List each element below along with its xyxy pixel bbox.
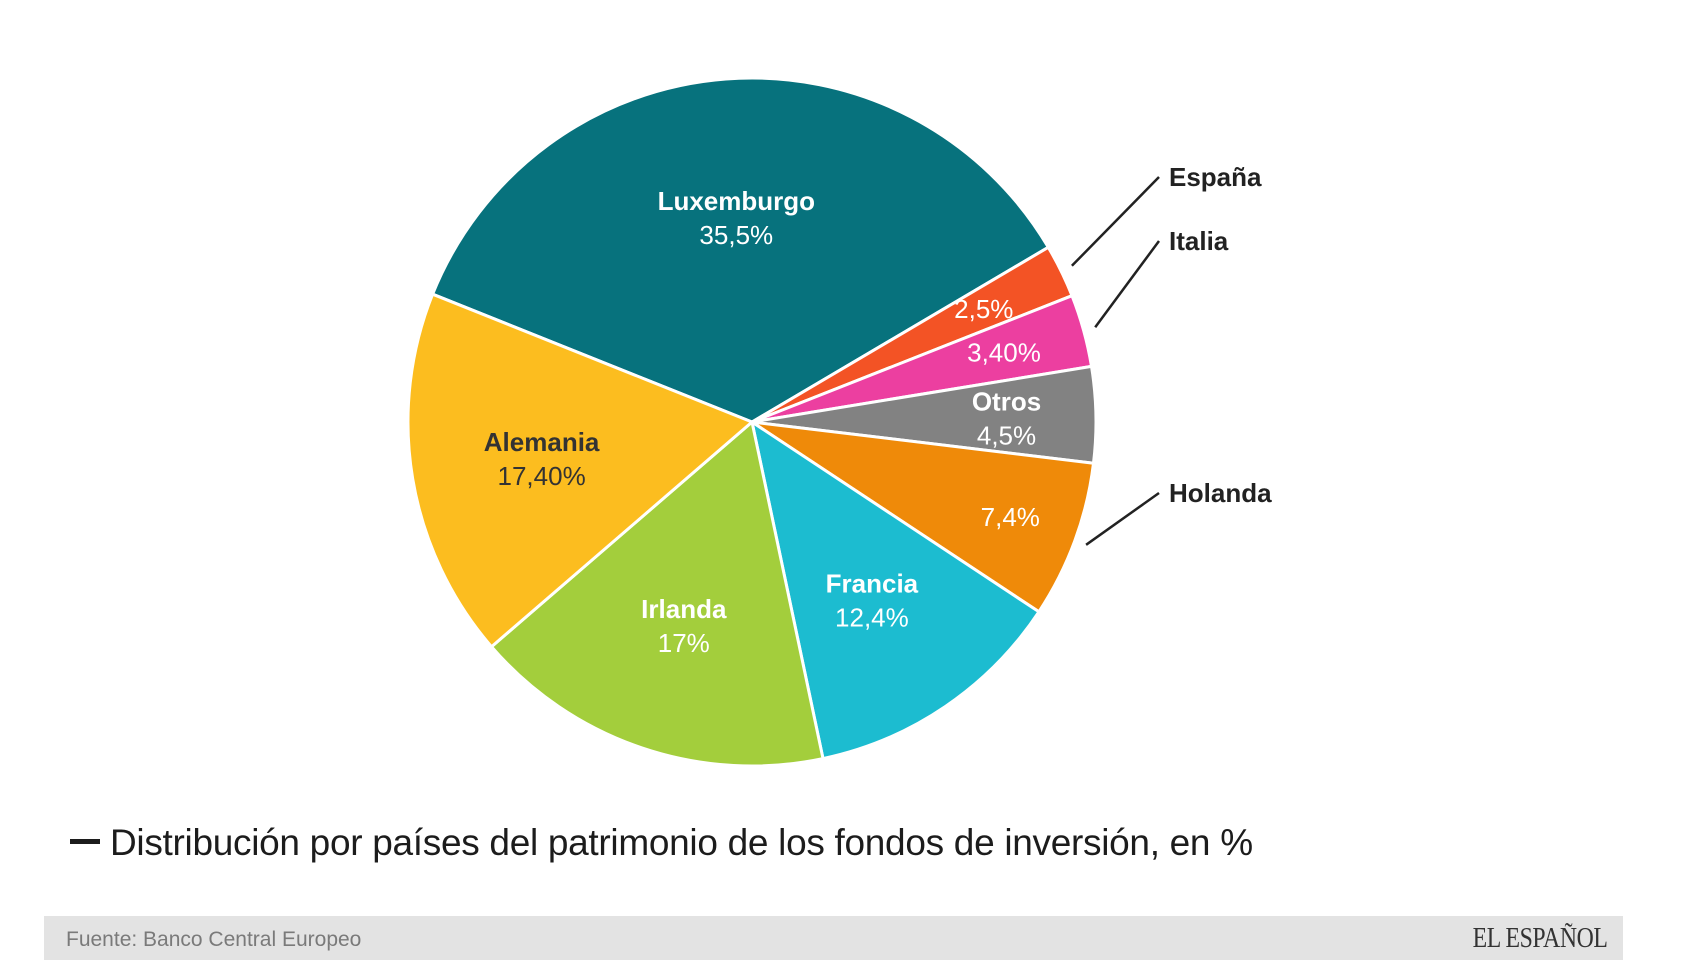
slice-francia — [750, 420, 1041, 761]
label-alemania: Alemania — [484, 427, 600, 457]
label-luxemburgo: Luxemburgo — [658, 186, 815, 216]
callout-leaders — [1071, 176, 1161, 546]
value-holanda: 7,4% — [981, 502, 1040, 532]
source-note: Fuente: Banco Central Europeo — [66, 928, 362, 951]
footer-bar: Fuente: Banco Central Europeo EL ESPAÑOL — [44, 916, 1623, 960]
leader-holanda — [1085, 491, 1160, 546]
slice-labels: Luxemburgo 35,5% 2,5% España 3,40% Italia Otro… — [484, 162, 1272, 658]
value-luxemburgo: 35,5% — [699, 220, 773, 250]
leader-espana — [1071, 176, 1160, 267]
callout-italia: Italia — [1169, 226, 1229, 256]
pie-slices — [406, 76, 1098, 768]
value-irlanda: 17% — [658, 628, 710, 658]
label-francia: Francia — [826, 568, 919, 598]
slice-luxemburgo — [431, 76, 1050, 424]
chart-title: Distribución por países del patrimonio d… — [110, 822, 1253, 863]
value-italia: 3,40% — [967, 338, 1041, 368]
label-irlanda: Irlanda — [641, 594, 727, 624]
chart-caption: Distribución por países del patrimonio d… — [70, 822, 1253, 864]
slice-alemania — [406, 292, 754, 649]
value-francia: 12,4% — [835, 602, 909, 632]
label-otros: Otros — [972, 387, 1041, 417]
value-alemania: 17,40% — [498, 461, 586, 491]
brand-logo: EL ESPAÑOL — [1472, 922, 1607, 954]
leader-italia — [1094, 240, 1161, 329]
caption-dash — [70, 838, 100, 844]
value-otros: 4,5% — [977, 421, 1036, 451]
callout-espana: España — [1169, 162, 1262, 192]
value-espana: 2,5% — [954, 294, 1013, 324]
pie-chart: Luxemburgo 35,5% 2,5% España 3,40% Italia Otro… — [406, 76, 1272, 768]
slice-holanda — [750, 420, 1095, 614]
slice-irlanda — [490, 420, 825, 768]
callout-holanda: Holanda — [1169, 478, 1272, 508]
